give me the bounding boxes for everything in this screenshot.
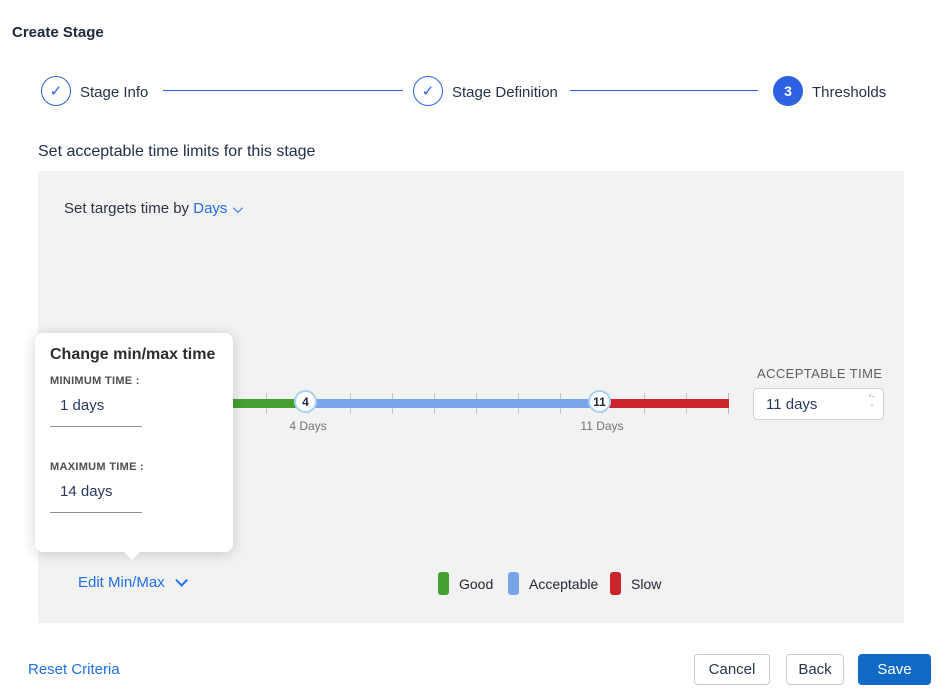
set-targets-row: Set targets time by Days	[64, 200, 244, 217]
maximum-time-input[interactable]	[50, 483, 142, 513]
targets-unit-dropdown[interactable]: Days	[193, 200, 244, 217]
page-title: Create Stage	[12, 24, 104, 41]
minimum-time-input[interactable]	[50, 397, 142, 427]
acceptable-time-input[interactable]	[754, 395, 869, 413]
stepper-down-icon[interactable]: ˇ	[870, 403, 874, 413]
acceptable-time-field: ˚ˉ ˇ	[753, 388, 884, 420]
step-3-thresholds[interactable]: 3	[773, 76, 803, 106]
minimum-time-label: MINIMUM TIME :	[50, 375, 140, 387]
slow-swatch	[610, 572, 621, 595]
handle-max-label: 11 Days	[580, 419, 624, 433]
popup-title: Change min/max time	[50, 346, 216, 363]
handle-min-value: 4	[302, 394, 309, 409]
legend-item-acceptable: Acceptable	[508, 572, 598, 595]
edit-minmax-toggle[interactable]: Edit Min/Max	[78, 574, 188, 591]
step-2-label: Stage Definition	[452, 84, 558, 101]
slider-handle-max[interactable]: 11	[588, 390, 611, 413]
legend-label: Good	[459, 575, 494, 592]
set-targets-label: Set targets time by	[64, 200, 190, 217]
handle-max-value: 11	[593, 394, 606, 409]
change-minmax-popup: Change min/max time MINIMUM TIME : MAXIM…	[35, 333, 233, 560]
slider-segment-acceptable	[308, 399, 602, 408]
number-stepper: ˚ˉ ˇ	[869, 394, 875, 413]
chevron-down-icon	[233, 203, 244, 214]
step-1-label: Stage Info	[80, 84, 149, 101]
slider-handle-min[interactable]: 4	[294, 390, 317, 413]
step-2-stage-definition[interactable]: ✓	[413, 76, 443, 106]
acceptable-swatch	[508, 572, 519, 595]
step-1-stage-info[interactable]: ✓	[41, 76, 71, 106]
reset-criteria-link[interactable]: Reset Criteria	[28, 661, 120, 678]
step-number: 3	[784, 83, 792, 99]
edit-minmax-label: Edit Min/Max	[78, 574, 165, 591]
section-title: Set acceptable time limits for this stag…	[38, 143, 316, 160]
legend-label: Slow	[631, 575, 662, 592]
back-button[interactable]: Back	[786, 654, 844, 685]
save-button[interactable]: Save	[858, 654, 931, 685]
check-icon: ✓	[49, 83, 63, 100]
cancel-button[interactable]: Cancel	[694, 654, 770, 685]
acceptable-time-label: ACCEPTABLE TIME	[757, 366, 883, 381]
maximum-time-label: MAXIMUM TIME :	[50, 461, 145, 473]
step-3-label: Thresholds	[812, 84, 887, 101]
chevron-down-icon	[174, 574, 188, 587]
stepper-connector	[163, 90, 403, 91]
good-swatch	[438, 572, 449, 595]
targets-unit-value: Days	[193, 200, 228, 217]
legend-item-good: Good	[438, 572, 493, 595]
check-icon: ✓	[421, 83, 435, 100]
legend-item-slow: Slow	[610, 572, 661, 595]
stepper-connector	[570, 90, 758, 91]
stepper-up-icon[interactable]: ˚ˉ	[869, 394, 875, 404]
handle-min-label: 4 Days	[289, 419, 327, 433]
legend-label: Acceptable	[529, 575, 599, 592]
slider-segment-slow	[602, 399, 729, 408]
